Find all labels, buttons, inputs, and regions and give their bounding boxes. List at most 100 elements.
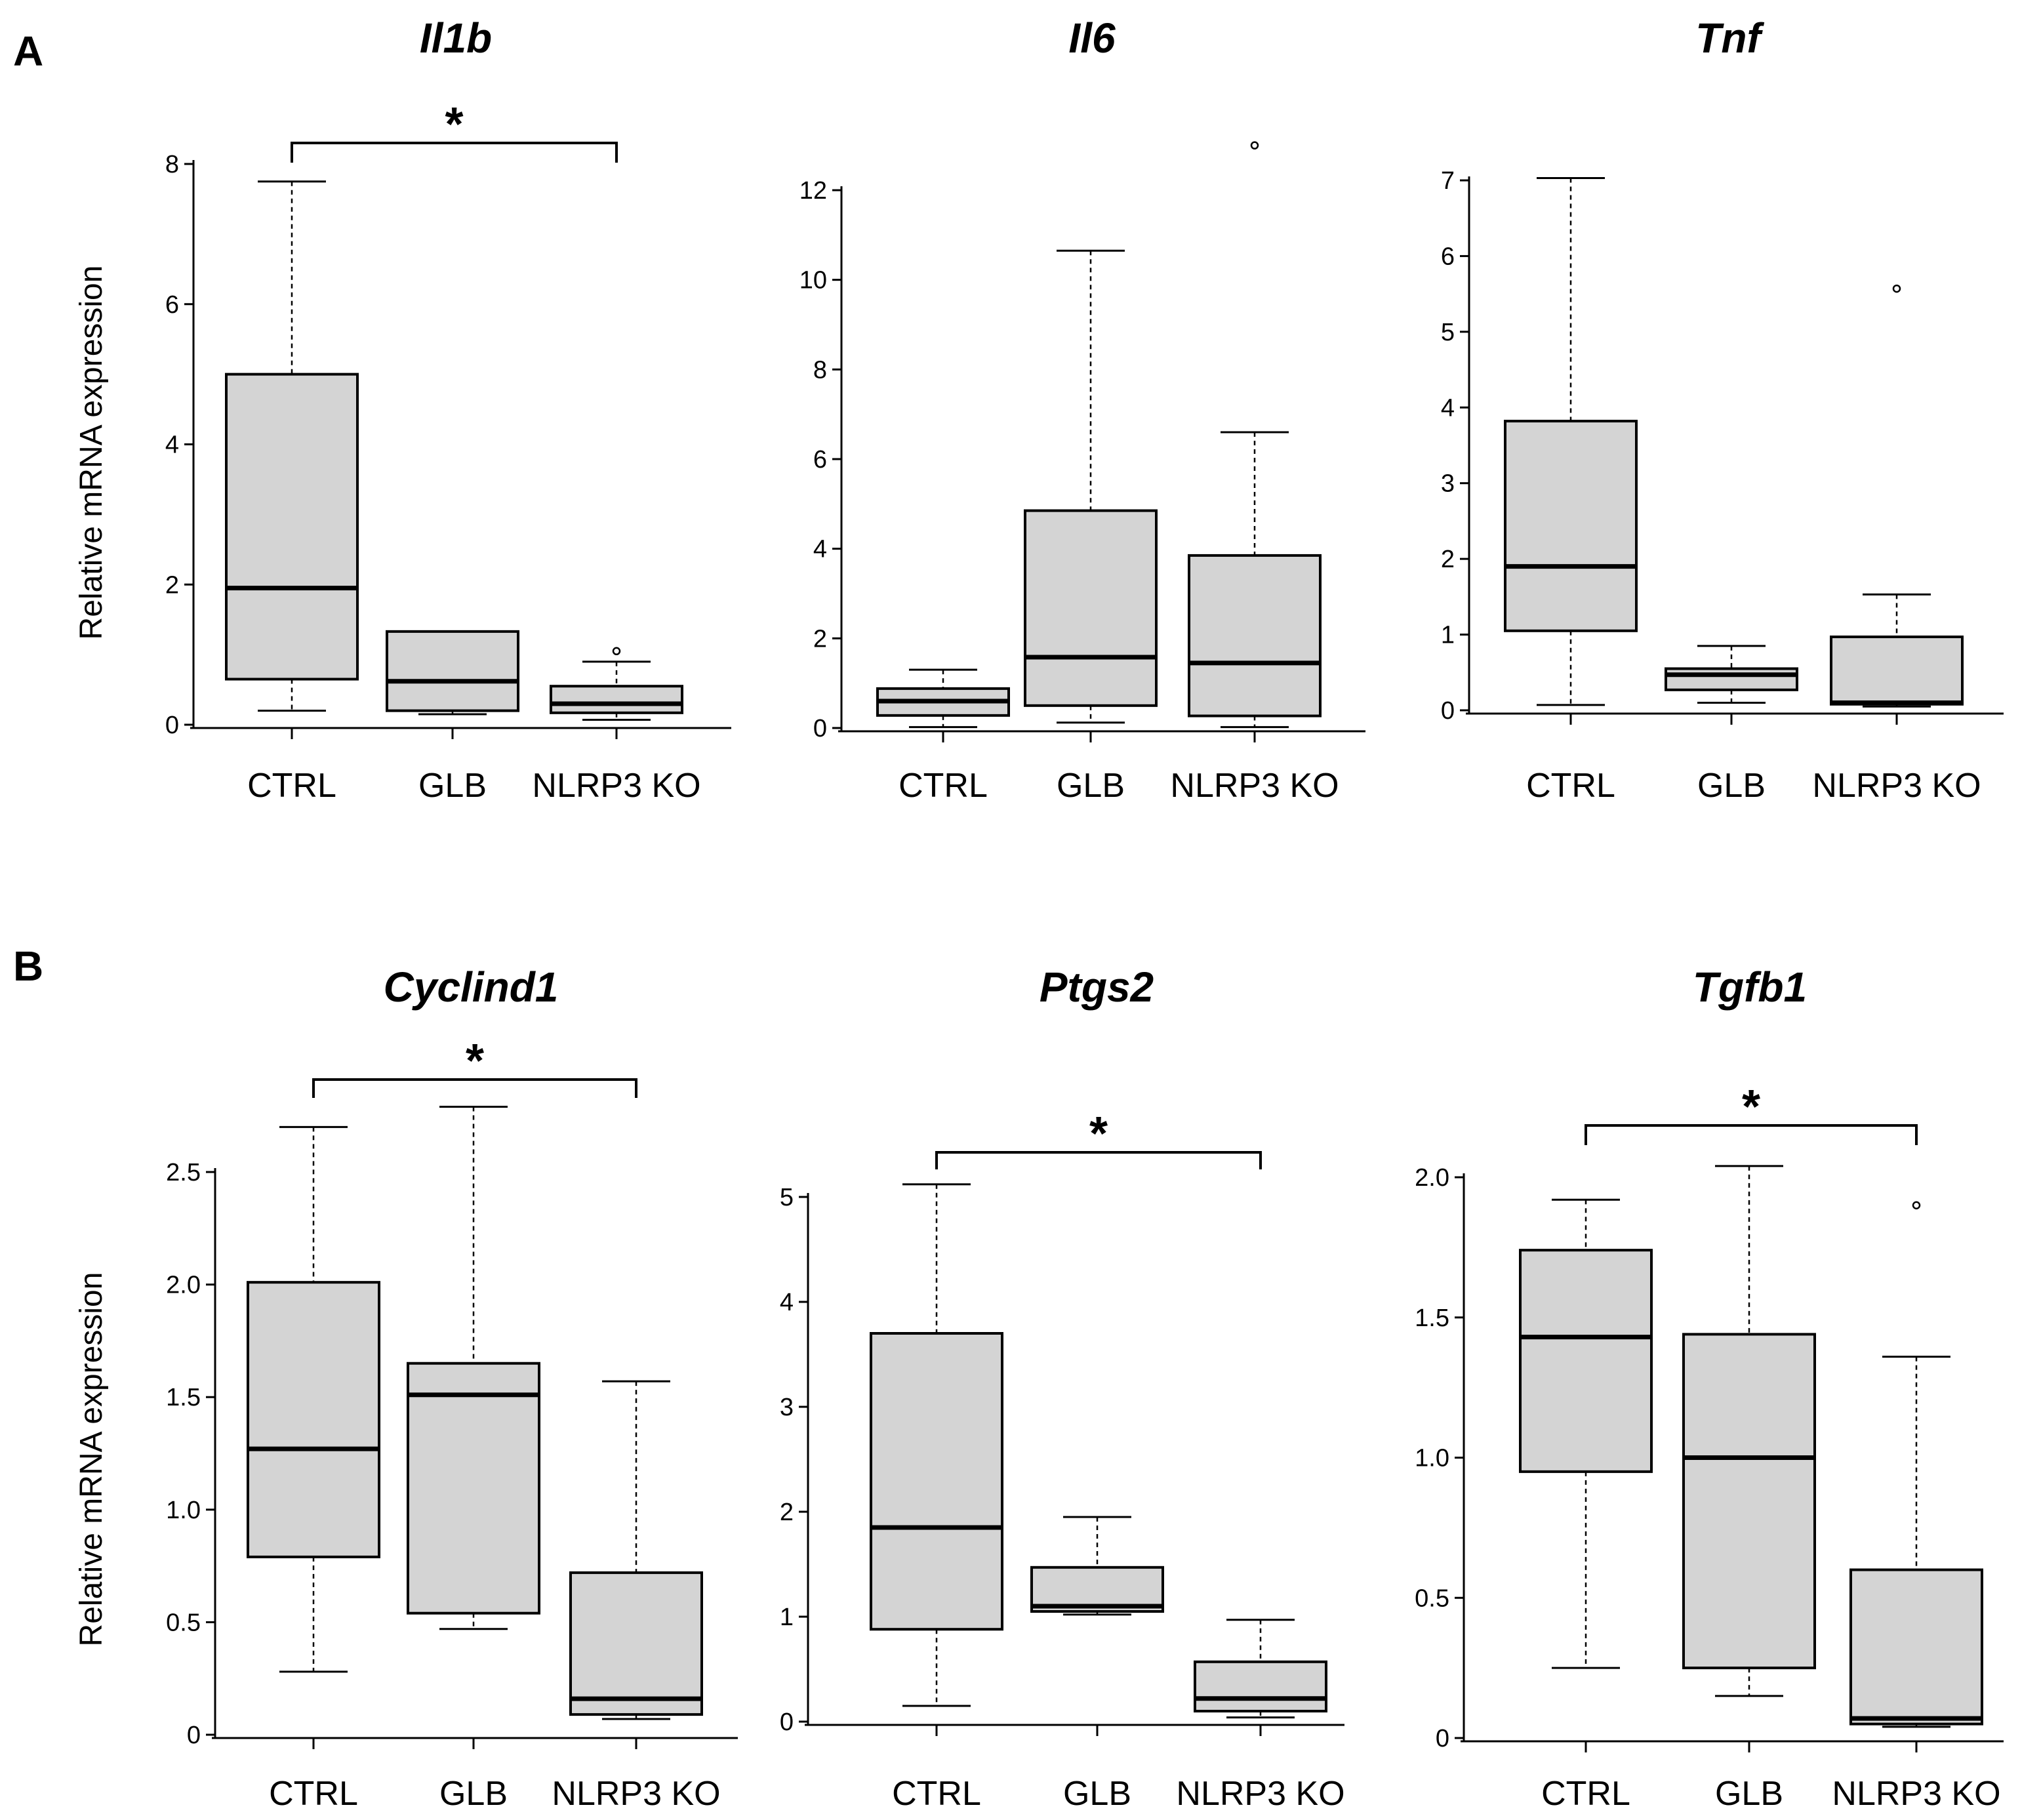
box-iqr xyxy=(1194,1660,1327,1713)
outlier-point xyxy=(612,647,621,656)
y-axis-label: Relative mRNA expression xyxy=(74,266,109,640)
box-iqr xyxy=(1665,667,1798,691)
chart-title: Cyclind1 xyxy=(384,963,559,1011)
y-tick-label: 2 xyxy=(1441,546,1455,573)
box-glb: GLB xyxy=(1665,645,1798,805)
y-tick-label: 4 xyxy=(1441,394,1455,422)
panel-letter-b: B xyxy=(13,942,43,990)
box-iqr xyxy=(1682,1333,1816,1670)
y-tick-label: 2 xyxy=(813,625,827,653)
box-glb: GLB xyxy=(1024,249,1158,805)
y-tick-label: 2.5 xyxy=(166,1159,201,1186)
y-tick-label: 0 xyxy=(1441,697,1455,725)
box-glb: GLB xyxy=(1030,1516,1164,1813)
x-tick-label: CTRL xyxy=(1541,1775,1630,1813)
panel-tgfb1: Tgfb1 0 0.5 1.0 1.5 2.0 CTRL GLB NLRP3 KO * xyxy=(1415,963,2004,1813)
x-tick-label: GLB xyxy=(439,1775,508,1813)
outlier-point xyxy=(1250,141,1259,150)
x-tick-label: NLRP3 KO xyxy=(1832,1775,2000,1813)
significance-asterisk: * xyxy=(466,1035,484,1087)
y-tick-label: 1 xyxy=(1441,622,1455,649)
box-iqr xyxy=(1830,636,1964,706)
y-tick-label: 2 xyxy=(780,1499,794,1526)
y-tick-label: 2.0 xyxy=(1415,1164,1449,1192)
box-glb: GLB xyxy=(1682,1165,1816,1813)
y-tick-label: 10 xyxy=(799,267,827,294)
y-tick-label: 12 xyxy=(799,177,827,205)
x-tick-label: NLRP3 KO xyxy=(1176,1775,1344,1813)
y-tick-label: 4 xyxy=(813,536,827,563)
significance-asterisk: * xyxy=(1742,1081,1760,1133)
x-tick-label: NLRP3 KO xyxy=(1170,767,1339,805)
box-iqr xyxy=(870,1332,1003,1631)
y-tick-label: 1 xyxy=(780,1604,794,1631)
box-nlrp3-ko: NLRP3 KO xyxy=(552,1380,721,1813)
panel-letter-a: A xyxy=(13,28,43,75)
y-tick-label: 6 xyxy=(813,446,827,474)
x-tick-label: CTRL xyxy=(247,767,336,805)
y-tick-label: 2 xyxy=(165,571,179,599)
x-tick-label: GLB xyxy=(1697,767,1766,805)
box-glb: GLB xyxy=(386,630,519,805)
y-tick-label: 2.0 xyxy=(166,1272,201,1299)
box-iqr xyxy=(386,630,519,712)
box-glb: GLB xyxy=(407,1105,540,1813)
x-tick-label: CTRL xyxy=(269,1775,358,1813)
y-tick-label: 5 xyxy=(1441,319,1455,346)
x-tick-label: CTRL xyxy=(1526,767,1615,805)
significance-bracket xyxy=(291,142,618,163)
y-tick-label: 1.5 xyxy=(1415,1304,1449,1332)
x-tick-label: NLRP3 KO xyxy=(1812,767,1981,805)
box-iqr xyxy=(407,1362,540,1615)
box-ctrl: CTRL xyxy=(870,1183,1003,1813)
y-tick-label: 0.5 xyxy=(166,1609,201,1636)
box-iqr xyxy=(1519,1249,1653,1473)
box-ctrl: CTRL xyxy=(1519,1198,1653,1813)
y-tick-label: 0 xyxy=(780,1709,794,1736)
box-ctrl: CTRL xyxy=(225,180,359,805)
box-ctrl: CTRL xyxy=(876,668,1010,805)
chart-title: Il1b xyxy=(420,14,492,62)
significance-bracket xyxy=(935,1151,1262,1169)
box-ctrl: CTRL xyxy=(247,1125,380,1813)
y-tick-label: 0.5 xyxy=(1415,1585,1449,1612)
chart-title: Tgfb1 xyxy=(1693,963,1807,1011)
outlier-point xyxy=(1912,1201,1921,1209)
y-tick-label: 7 xyxy=(1441,167,1455,195)
box-nlrp3-ko: NLRP3 KO xyxy=(1812,284,1981,805)
outlier-point xyxy=(1892,284,1901,293)
y-tick-label: 1.0 xyxy=(1415,1445,1449,1472)
box-iqr xyxy=(550,685,683,714)
panel-ptgs2: Ptgs2 0 1 2 3 4 5 CTRL GLB NLRP3 KO * xyxy=(780,963,1345,1813)
x-tick-label: GLB xyxy=(1057,767,1125,805)
box-nlrp3-ko: NLRP3 KO xyxy=(1176,1619,1345,1813)
significance-bracket xyxy=(312,1078,637,1098)
chart-title: Ptgs2 xyxy=(1040,963,1154,1011)
box-nlrp3-ko: NLRP3 KO xyxy=(1170,141,1339,805)
box-nlrp3-ko: NLRP3 KO xyxy=(532,647,701,805)
box-iqr xyxy=(569,1571,703,1716)
y-tick-label: 6 xyxy=(165,291,179,319)
x-tick-label: NLRP3 KO xyxy=(552,1775,720,1813)
box-iqr xyxy=(247,1281,380,1558)
y-tick-label: 1.0 xyxy=(166,1497,201,1524)
box-ctrl: CTRL xyxy=(1504,177,1638,805)
x-tick-label: GLB xyxy=(1715,1775,1783,1813)
y-tick-label: 8 xyxy=(165,151,179,178)
y-tick-label: 1.5 xyxy=(166,1384,201,1411)
panel-il6: Il6 0 2 4 6 8 10 12 CTRL GLB NLRP3 KO xyxy=(799,14,1365,805)
y-tick-label: 3 xyxy=(1441,470,1455,498)
y-tick-label: 0 xyxy=(1436,1725,1449,1752)
x-tick-label: NLRP3 KO xyxy=(532,767,700,805)
panel-cyclind1: B Cyclind1 Relative mRNA expression 0 0.5 1.0… xyxy=(13,942,738,1813)
box-nlrp3-ko: NLRP3 KO xyxy=(1832,1201,2001,1813)
y-tick-label: 5 xyxy=(780,1184,794,1211)
box-iqr xyxy=(225,373,359,681)
box-iqr xyxy=(1849,1568,1983,1726)
significance-asterisk: * xyxy=(1089,1108,1108,1160)
y-tick-label: 6 xyxy=(1441,243,1455,270)
y-tick-label: 0 xyxy=(813,715,827,742)
box-iqr xyxy=(1504,420,1638,632)
significance-bracket xyxy=(1585,1124,1918,1145)
